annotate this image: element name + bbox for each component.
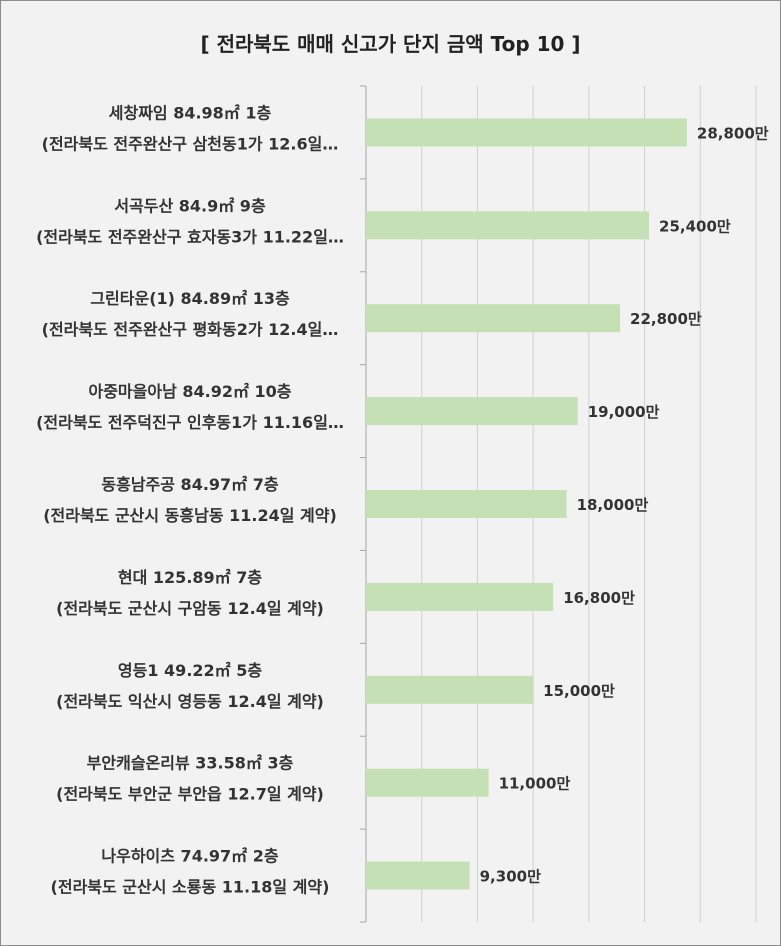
bar [366, 768, 489, 797]
data-label: 9,300만 [480, 868, 541, 886]
category-label-name: 서곡두산 84.9㎡ 9층 [114, 196, 266, 215]
category-label-detail: (전라북도 전주완산구 평화동2가 12.4일… [42, 320, 339, 339]
category-label-name: 세창짜임 84.98㎡ 1층 [109, 103, 272, 122]
category-label-name: 영등1 49.22㎡ 5층 [118, 661, 262, 680]
category-label-detail: (전라북도 군산시 소룡동 11.18일 계약) [51, 878, 330, 897]
data-label: 15,000만 [543, 682, 615, 700]
chart-title: [ 전라북도 매매 신고가 단지 금액 Top 10 ] [200, 32, 581, 56]
data-label: 22,800만 [630, 310, 702, 328]
category-label-detail: (전라북도 전주덕진구 인후동1가 11.16일… [36, 413, 344, 432]
category-label-detail: (전라북도 익산시 영등동 12.4일 계약) [56, 692, 324, 711]
bar [366, 490, 567, 518]
category-label-detail: (전라북도 군산시 구암동 12.4일 계약) [56, 599, 324, 618]
bar [366, 304, 621, 333]
data-label: 28,800만 [697, 124, 769, 142]
bar [366, 582, 554, 611]
bar [366, 675, 534, 704]
bar [366, 397, 578, 426]
category-label-name: 나우하이츠 74.97㎡ 2층 [101, 847, 278, 866]
category-label-detail: (전라북도 부안군 부안읍 12.7일 계약) [56, 785, 324, 804]
bar [366, 118, 687, 147]
data-label: 25,400만 [659, 217, 731, 235]
category-label-name: 동흥남주공 84.97㎡ 7층 [101, 475, 278, 494]
data-label: 16,800만 [563, 589, 635, 607]
bar [366, 211, 650, 240]
category-label-name: 아중마을아남 84.92㎡ 10층 [88, 382, 291, 401]
bar [366, 861, 470, 890]
category-label-name: 부안캐슬온리뷰 33.58㎡ 3층 [87, 754, 294, 773]
category-label-detail: (전라북도 전주완산구 삼천동1가 12.6일… [42, 134, 339, 153]
category-label-name: 현대 125.89㎡ 7층 [118, 568, 262, 587]
data-label: 18,000만 [577, 496, 649, 514]
category-label-detail: (전라북도 군산시 동흥남동 11.24일 계약) [43, 506, 337, 525]
data-label: 19,000만 [588, 403, 660, 421]
data-label: 11,000만 [499, 775, 571, 793]
category-label-detail: (전라북도 전주완산구 효자동3가 11.22일… [36, 227, 344, 246]
category-label-name: 그린타운(1) 84.89㎡ 13층 [90, 289, 290, 308]
